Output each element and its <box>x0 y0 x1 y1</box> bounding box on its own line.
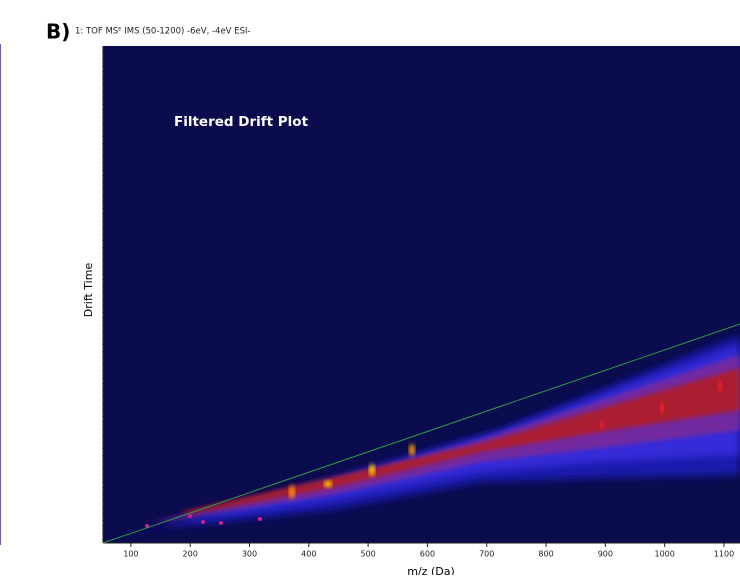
x-tick-label: 700 <box>479 550 494 559</box>
panel-label: B) <box>46 20 70 44</box>
x-tick-label: 800 <box>538 550 553 559</box>
x-tick-label: 900 <box>598 550 613 559</box>
x-tick-label: 200 <box>183 550 198 559</box>
x-axis-title: m/z (Da) <box>407 565 455 575</box>
x-tick-label: 1100 <box>714 550 734 559</box>
x-tick-label: 1000 <box>654 550 674 559</box>
x-tick-label: 400 <box>301 550 316 559</box>
x-tick-label: 600 <box>420 550 435 559</box>
x-tick-label: 100 <box>123 550 138 559</box>
annotation: Filtered Drift Plot <box>174 114 309 130</box>
y-minor-ticks <box>100 50 103 540</box>
intensity-band <box>110 335 740 540</box>
y-axis-title: Drift Time <box>82 263 95 318</box>
reference-line <box>102 323 740 544</box>
x-tick-label: 500 <box>360 550 375 559</box>
chart-title: 1: TOF MSᴱ IMS (50-1200) -6eV, -4eV ESI- <box>75 27 251 37</box>
x-tick-label: 300 <box>242 550 257 559</box>
